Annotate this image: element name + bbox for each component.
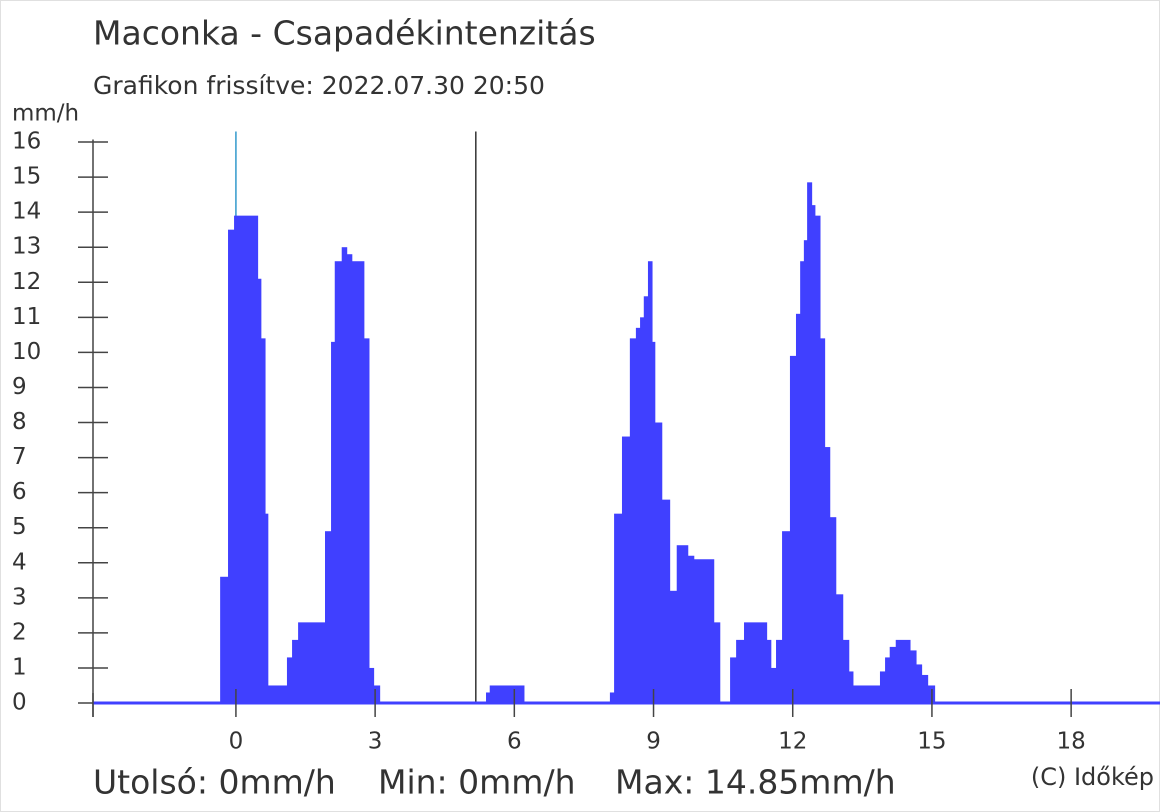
bar: [363, 338, 370, 703]
y-tick-label: 15: [12, 164, 41, 190]
bar: [369, 667, 375, 703]
bar: [640, 317, 645, 703]
bar: [910, 650, 917, 703]
bar: [744, 622, 768, 703]
x-tick-label: 3: [368, 729, 383, 755]
y-tick-label: 12: [12, 269, 41, 295]
bar: [234, 215, 259, 704]
bar: [669, 590, 678, 703]
y-tick-label: 3: [12, 584, 27, 610]
bar: [292, 639, 299, 703]
bar: [486, 692, 491, 703]
bar: [643, 296, 649, 703]
x-tick-label: 0: [229, 729, 244, 755]
bar: [351, 261, 365, 703]
bar: [885, 657, 891, 703]
bar: [220, 576, 229, 703]
chart-title: Maconka - Csapadékintenzitás: [93, 14, 596, 53]
bar: [835, 594, 844, 703]
bar: [341, 247, 348, 703]
y-tick-label: 16: [12, 129, 41, 155]
bar: [895, 639, 911, 703]
bar: [267, 685, 288, 703]
y-tick-label: 13: [12, 234, 41, 260]
y-tick-label: 1: [12, 654, 27, 680]
bar: [652, 341, 656, 703]
bar: [228, 229, 235, 703]
bar: [842, 639, 850, 703]
y-tick-label: 5: [12, 514, 27, 540]
bar: [265, 513, 269, 703]
bar: [676, 545, 689, 703]
x-tick-label: 15: [917, 729, 946, 755]
bar: [848, 671, 854, 703]
bar: [795, 313, 801, 703]
y-tick-label: 6: [12, 479, 27, 505]
bar: [286, 657, 293, 703]
bar: [373, 685, 381, 703]
bar: [687, 555, 695, 703]
bar: [334, 261, 343, 703]
bar: [730, 657, 737, 703]
bar: [807, 182, 813, 703]
bar: [853, 685, 881, 703]
bar: [811, 205, 816, 703]
bar: [789, 355, 797, 703]
bar: [693, 559, 715, 703]
bar: [654, 422, 663, 703]
y-tick-label: 10: [12, 339, 41, 365]
y-axis-label: mm/h: [12, 101, 79, 127]
bar: [766, 639, 772, 703]
chart-subtitle: Grafikon frissítve: 2022.07.30 20:50: [93, 71, 545, 100]
bar: [800, 261, 805, 703]
x-tick-label: 12: [778, 729, 807, 755]
y-tick-label: 4: [12, 549, 27, 575]
bar: [736, 639, 745, 703]
x-tick-label: 9: [646, 729, 661, 755]
bar: [829, 517, 837, 703]
bar: [879, 671, 886, 703]
bar: [260, 338, 266, 703]
bar: [298, 622, 326, 703]
bar: [629, 338, 637, 703]
y-tick-label: 0: [12, 690, 27, 716]
bar: [489, 685, 525, 703]
y-tick-label: 2: [12, 619, 27, 645]
bar: [782, 531, 791, 703]
bar: [621, 436, 631, 703]
bar: [331, 341, 336, 703]
stat-min: Min: 0mm/h: [378, 763, 575, 802]
bar: [921, 674, 929, 703]
x-tick-label: 6: [507, 729, 522, 755]
bar: [820, 338, 826, 703]
bar: [916, 664, 923, 703]
bar: [257, 278, 262, 703]
stat-max: Max: 14.85mm/h: [615, 763, 896, 802]
bar: [713, 622, 721, 703]
bar: [647, 261, 653, 703]
y-tick-label: 8: [12, 409, 27, 435]
bar: [776, 639, 783, 703]
bar: [614, 513, 623, 703]
bar: [770, 667, 777, 703]
bar: [824, 447, 831, 703]
bar: [815, 215, 821, 704]
y-tick-label: 9: [12, 374, 27, 400]
y-tick-label: 11: [12, 304, 41, 330]
bar: [346, 254, 353, 703]
y-tick-label: 7: [12, 444, 27, 470]
bar: [635, 327, 641, 703]
bar: [609, 692, 615, 703]
x-tick-label: 18: [1056, 729, 1085, 755]
bar: [889, 646, 897, 703]
stat-last: Utolsó: 0mm/h: [93, 763, 336, 802]
bar: [661, 499, 671, 703]
y-tick-label: 14: [12, 199, 41, 225]
bar: [325, 531, 332, 703]
credit: (C) Időkép: [1031, 763, 1154, 791]
bar: [803, 240, 808, 703]
